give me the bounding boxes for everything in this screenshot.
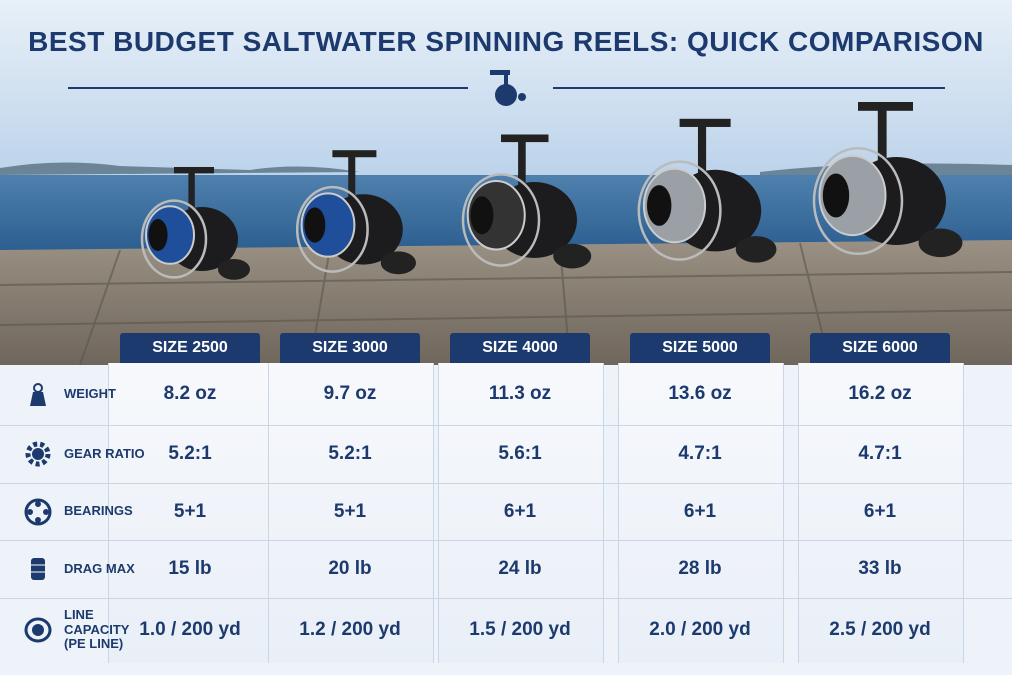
reel-knob [218, 259, 250, 280]
cell-value: 5.6:1 [498, 443, 542, 464]
title: BEST BUDGET SALTWATER SPINNING REELS: QU… [28, 26, 984, 57]
row-label: GEAR RATIO [0, 425, 152, 483]
reel-foot [858, 102, 913, 111]
reel-stem [348, 155, 356, 200]
reel-cap [646, 185, 672, 226]
cell-value: 33 lb [858, 558, 902, 579]
cell-value: 9.7 oz [323, 383, 377, 404]
row-separator [0, 598, 1012, 599]
reel-foot [332, 150, 377, 158]
reel-cap [822, 173, 850, 218]
cell-value: 1.0 / 200 yd [139, 619, 241, 640]
row-icon [30, 383, 46, 406]
row-label: LINE CAPACITY (PE LINE) [0, 598, 152, 662]
column-header: SIZE 3000 [280, 333, 420, 363]
row-icon [31, 558, 45, 580]
column-bg [438, 363, 604, 663]
reel-knob [553, 243, 592, 269]
row-label-text: GEAR RATIO [64, 445, 145, 461]
row-label: BEARINGS [0, 483, 152, 540]
reel-bail [295, 185, 369, 273]
row-separator [0, 483, 1012, 484]
reel-cap [148, 219, 168, 251]
column-header: SIZE 2500 [120, 333, 260, 363]
reel-bail [637, 160, 722, 261]
reel-foot [174, 167, 214, 174]
cell-value: 2.5 / 200 yd [829, 619, 931, 640]
reel-cap [304, 207, 326, 243]
reel-bail [461, 173, 541, 267]
cell-value: 13.6 oz [668, 383, 732, 404]
row-label-text: LINE CAPACITY (PE LINE) [64, 606, 130, 652]
column-bg [618, 363, 784, 663]
reel-cap [470, 196, 494, 235]
row-label: WEIGHT [0, 363, 152, 425]
reel-stem [697, 124, 707, 176]
reel-knob [735, 236, 777, 263]
row-label-text: WEIGHT [64, 385, 116, 401]
cell-value: 5.2:1 [168, 443, 212, 464]
reel-bail [812, 146, 904, 256]
cell-value: 8.2 oz [163, 383, 217, 404]
row-icon [24, 617, 52, 643]
cell-value: 2.0 / 200 yd [649, 619, 751, 640]
cell-value: 4.7:1 [678, 443, 722, 464]
reel-knob [380, 251, 416, 275]
reel-foot [679, 118, 731, 127]
cell-value: 11.3 oz [488, 383, 552, 404]
reel-foot [501, 134, 549, 143]
row-label-text: BEARINGS [64, 503, 133, 519]
column-header: SIZE 5000 [630, 333, 770, 363]
reel-knob [918, 228, 963, 258]
cell-value: 16.2 oz [848, 383, 912, 404]
cell-value: 4.7:1 [858, 443, 902, 464]
row-label-text: DRAG MAX [64, 560, 135, 576]
column-bg [108, 363, 274, 663]
cell-value: 28 lb [678, 558, 722, 579]
column-header: SIZE 6000 [810, 333, 950, 363]
cell-value: 24 lb [498, 558, 542, 579]
reel-stem [518, 140, 526, 188]
cell-value: 5.2:1 [328, 443, 372, 464]
cell-value: 15 lb [168, 558, 212, 579]
cell-value: 6+1 [683, 500, 717, 522]
reel-stem [877, 108, 887, 164]
row-separator [0, 425, 1012, 426]
cell-value: 6+1 [503, 500, 537, 522]
column-bg [798, 363, 964, 663]
cell-value: 20 lb [328, 558, 372, 579]
column-header: SIZE 4000 [450, 333, 590, 363]
row-label: DRAG MAX [0, 540, 152, 598]
cell-value: 6+1 [863, 500, 897, 522]
cell-value: 1.5 / 200 yd [469, 619, 571, 640]
column-bg [268, 363, 434, 663]
cell-value: 1.2 / 200 yd [299, 619, 401, 640]
reel-bail [140, 199, 208, 279]
cell-value: 5+1 [173, 500, 207, 522]
row-icon [25, 441, 51, 467]
cell-value: 5+1 [333, 500, 367, 522]
row-separator [0, 540, 1012, 541]
row-icon [24, 498, 52, 525]
reel-stem [188, 171, 195, 212]
